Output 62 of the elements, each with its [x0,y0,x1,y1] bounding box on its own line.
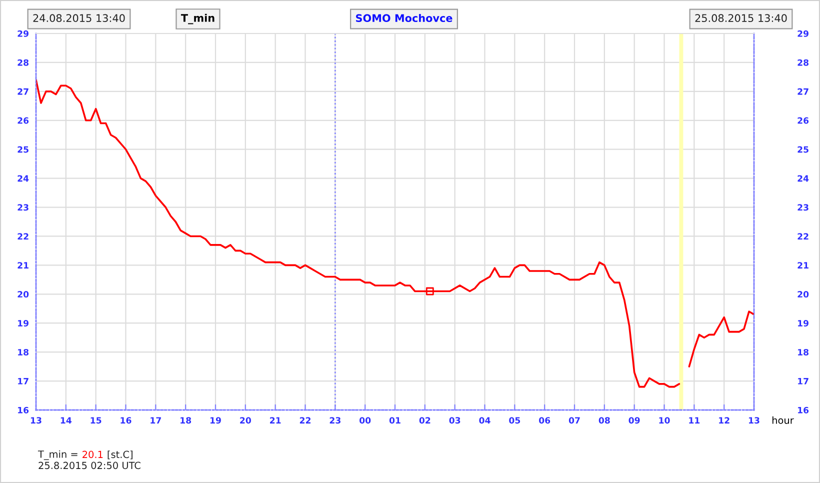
x-tick-label: 02 [419,417,430,424]
y2-tick-label: 26 [18,117,29,124]
x-tick-label: 15 [90,417,102,424]
y-tick-label: 26 [798,117,809,124]
x-tick-label: 06 [539,417,550,424]
y2-tick-label: 23 [18,204,28,211]
y-tick-label: 27 [798,88,808,95]
y-tick-label: 18 [798,348,809,356]
y-tick-label: 29 [798,30,808,37]
x-tick-label: 17 [150,417,161,424]
y2-tick-label: 17 [18,378,28,384]
y2-tick-label: 24 [18,175,29,182]
chart-title: T_min [180,14,214,24]
x-tick-label: 05 [509,417,520,424]
y-tick-label: 28 [798,59,809,66]
y-tick-label: 23 [798,204,808,211]
text: [st.C] [108,450,132,460]
y2-tick-label: 29 [18,30,29,37]
y-tick-label: 19 [798,320,808,327]
text: T_min = [38,450,78,460]
text: 25.8.2015 02:50 UTC [38,462,140,470]
y2-tick-label: 16 [18,406,29,414]
x-tick-label: 10 [659,417,670,424]
x-tick-label: 04 [479,417,490,424]
text: 24.08.2015 13:40 [33,14,125,22]
y-tick-label: 25 [798,146,808,153]
x-tick-label: 14 [60,417,72,424]
y-tick-label: 17 [798,378,808,384]
y-tick-label: 24 [798,175,809,182]
x-tick-label: 19 [210,417,221,424]
x-tick-label: 11 [689,417,700,424]
x-tick-label: 13 [748,417,760,424]
x-tick-label: 18 [180,417,192,424]
x-tick-label: 09 [628,417,640,424]
chart-subtitle: SOMO Mochovce [356,14,452,22]
x-axis-title: hour [772,416,794,424]
x-tick-label: 22 [300,417,310,424]
x-tick-label: 01 [389,417,400,424]
x-tick-label: 16 [120,417,132,424]
x-tick-label: 13 [30,417,42,424]
y2-tick-label: 19 [18,320,29,327]
y2-tick-label: 21 [18,262,28,268]
y-tick-label: 16 [798,406,809,414]
x-tick-label: 12 [719,417,730,424]
y2-tick-label: 20 [18,291,29,298]
y-tick-label: 22 [798,233,808,240]
x-tick-label: 07 [568,417,580,424]
y-tick-label: 21 [798,262,808,268]
y2-tick-label: 22 [18,233,28,240]
text: 20.1 [82,450,103,458]
y2-tick-label: 28 [18,59,29,66]
x-tick-label: 20 [240,417,251,424]
y2-tick-label: 18 [18,348,29,356]
x-tick-label: 08 [598,417,610,424]
x-tick-label: 03 [449,417,460,424]
x-tick-label: 21 [270,417,281,424]
y-tick-label: 20 [798,291,809,298]
x-tick-label: 00 [360,417,371,424]
text: 25.08.2015 13:40 [695,14,787,22]
x-tick-label: 23 [330,417,340,424]
y2-tick-label: 27 [18,88,28,95]
y2-tick-label: 25 [18,146,28,153]
